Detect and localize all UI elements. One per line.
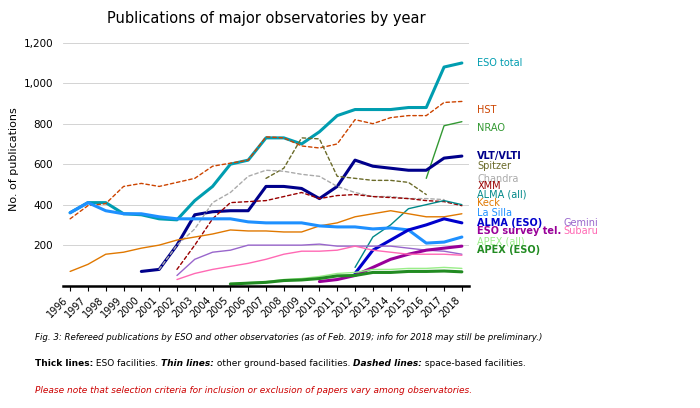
Title: Publications of major observatories by year: Publications of major observatories by y… (106, 11, 426, 26)
Text: ALMA (all): ALMA (all) (477, 190, 527, 200)
Text: VLT/VLTI: VLT/VLTI (477, 151, 522, 161)
Y-axis label: No. of publications: No. of publications (10, 107, 20, 211)
Text: ESO survey tel.: ESO survey tel. (477, 226, 561, 236)
Text: APEX (all): APEX (all) (477, 236, 525, 246)
Text: Please note that selection criteria for inclusion or exclusion of papers vary am: Please note that selection criteria for … (35, 386, 472, 395)
Text: Keck: Keck (477, 198, 500, 208)
Text: ESO facilities.: ESO facilities. (93, 359, 161, 368)
Text: NRAO: NRAO (477, 123, 505, 133)
Text: ALMA (ESO): ALMA (ESO) (477, 218, 542, 228)
Text: space-based facilities.: space-based facilities. (422, 359, 526, 368)
Text: Dashed lines:: Dashed lines: (354, 359, 422, 368)
Text: Chandra: Chandra (477, 174, 519, 184)
Text: ESO total: ESO total (477, 58, 523, 68)
Text: XMM: XMM (477, 182, 501, 191)
Text: Gemini: Gemini (564, 218, 598, 228)
Text: HST: HST (477, 104, 497, 115)
Text: Thin lines:: Thin lines: (161, 359, 214, 368)
Text: APEX (ESO): APEX (ESO) (477, 245, 540, 255)
Text: Subaru: Subaru (564, 226, 598, 236)
Text: other ground-based facilities.: other ground-based facilities. (214, 359, 354, 368)
Text: La Silla: La Silla (477, 208, 512, 218)
Text: Thick lines:: Thick lines: (35, 359, 93, 368)
Text: Fig. 3: Refereed publications by ESO and other observatories (as of Feb. 2019; i: Fig. 3: Refereed publications by ESO and… (35, 333, 542, 341)
Text: Spitzer: Spitzer (477, 161, 512, 171)
